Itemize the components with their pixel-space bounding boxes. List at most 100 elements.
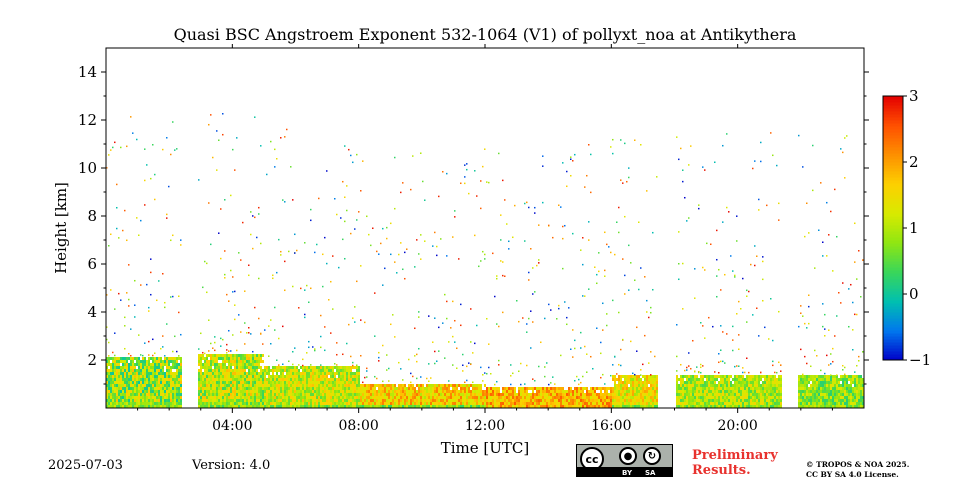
colorbar-segment [883,291,903,295]
colorbar-segment [883,189,903,193]
heatmap-column [776,164,778,408]
heatmap-column [688,164,690,408]
heatmap-column [606,243,608,408]
heatmap-column [588,144,590,408]
heatmap-column [746,289,748,408]
heatmap-column [202,286,204,408]
colorbar-segment [883,153,903,157]
heatmap-column [252,215,254,408]
heatmap-column [200,332,202,408]
heatmap-column [450,327,452,408]
colorbar-segment [883,228,903,232]
heatmap-column [820,182,822,408]
heatmap-column [596,273,598,408]
heatmap-column [726,133,728,408]
heatmap-column [714,161,716,408]
heatmap-column [644,276,646,408]
colorbar-segment [883,258,903,262]
heatmap-column [178,295,180,408]
heatmap-column [594,266,596,408]
heatmap-column [212,156,214,408]
x-tick-label: 20:00 [717,418,757,434]
cc-license-badge[interactable]: cc ● ↻ BY SA [576,444,673,477]
colorbar-segment [883,345,903,349]
heatmap-column [814,267,816,408]
colorbar-segment [883,348,903,352]
colorbar-segment [883,324,903,328]
heatmap-column [306,284,308,408]
heatmap-column [322,253,324,408]
heatmap-column [338,266,340,408]
colorbar-segment [883,204,903,208]
copyright-line-2: CC BY SA 4.0 License. [806,470,899,479]
heatmap-column [724,273,726,408]
heatmap-column [136,138,138,408]
heatmap-column [284,136,286,408]
colorbar-tick-label: 1 [909,219,919,237]
heatmap-column [768,338,770,408]
heatmap-column [398,253,400,408]
colorbar-segment [883,270,903,274]
colorbar-segment [883,174,903,178]
colorbar-segment [883,336,903,340]
badge-by-label: BY [622,469,633,477]
heatmap-column [598,252,600,408]
colorbar-segment [883,315,903,319]
heatmap-column [848,288,850,408]
heatmap-column [562,162,564,408]
colorbar-segment [883,252,903,256]
heatmap-column [148,306,150,408]
copyright-line-1: © TROPOS & NOA 2025. [806,460,910,469]
heatmap-column [740,308,742,408]
heatmap-column [536,264,538,408]
heatmap-column [748,290,750,408]
heatmap-column [522,317,524,408]
heatmap-column [332,255,334,408]
heatmap-column [578,378,580,408]
colorbar-segment [883,261,903,265]
x-axis-label: Time [UTC] [441,439,530,457]
heatmap-column [758,198,760,408]
colorbar-tick-label: 3 [909,87,919,105]
heatmap-column [396,272,398,408]
heatmap-column [140,219,142,408]
heatmap-column [386,226,388,408]
heatmap-column [242,221,244,408]
badge-strip: BY SA [577,467,672,477]
heatmap-column [698,204,700,408]
heatmap-column [106,167,108,408]
heatmap-column [426,377,428,408]
heatmap-column [392,314,394,408]
heatmap-column [266,173,268,408]
preliminary-line-1: Preliminary [692,448,778,463]
heatmap-column [230,194,232,408]
colorbar-segment [883,171,903,175]
heatmap-column [778,202,780,408]
heatmap-column [440,238,442,408]
y-tick-label: 4 [87,303,97,321]
heatmap-column [464,164,466,408]
heatmap-column [502,179,504,408]
heatmap-column [224,199,226,408]
heatmap-column [164,301,166,408]
heatmap-column [246,332,248,408]
heatmap-column [628,167,630,408]
heatmap-column [694,268,696,408]
heatmap-column [542,155,544,408]
heatmap-column [504,199,506,408]
colorbar-tick-label: 2 [909,153,919,171]
y-tick-label: 8 [87,207,97,225]
heatmap-column [420,152,422,408]
badge-sa-label: SA [645,469,656,477]
heatmap-column [582,237,584,408]
heatmap-column [630,262,632,408]
heatmap-column [822,241,824,408]
colorbar-segment [883,138,903,142]
heatmap-column [116,183,118,408]
heatmap-column [172,121,174,408]
colorbar-segment [883,294,903,298]
heatmap-column [130,116,132,408]
heatmap-column [546,362,548,408]
chart-title: Quasi BSC Angstroem Exponent 532-1064 (V… [173,25,797,44]
colorbar-segment [883,330,903,334]
